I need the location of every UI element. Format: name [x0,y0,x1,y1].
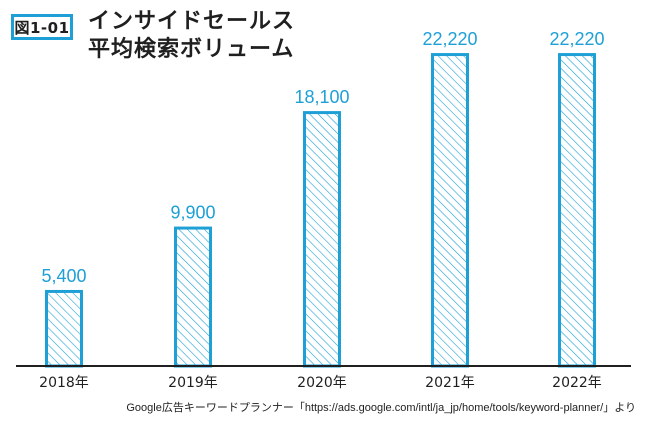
bar-1 [45,289,83,368]
bar-2 [174,226,212,368]
x-tick-label-4: 2021年 [425,375,475,391]
bar-5 [558,53,596,368]
x-tick-label-1: 2018年 [39,375,89,391]
chart-title-line-1: インサイドセールス [88,9,296,34]
bar-value-label-1: 5,400 [41,266,86,286]
chart-title: インサイドセールス 平均検索ボリューム [88,8,295,64]
x-tick-label-5: 2022年 [552,375,602,391]
source-note: Google広告キーワードプランナー「https://ads.google.co… [126,402,636,414]
bar-3 [303,111,341,368]
x-tick-label-2: 2019年 [168,375,218,391]
chart-title-line-2: 平均検索ボリューム [88,37,295,62]
figure-label-badge: 図1-01 [11,14,73,40]
bar-value-label-3: 18,100 [294,87,349,107]
bar-value-label-2: 9,900 [170,203,215,223]
bar-value-label-4: 22,220 [422,29,477,49]
bar-4 [431,53,469,368]
x-tick-label-3: 2020年 [297,375,347,391]
bar-value-label-5: 22,220 [549,29,604,49]
